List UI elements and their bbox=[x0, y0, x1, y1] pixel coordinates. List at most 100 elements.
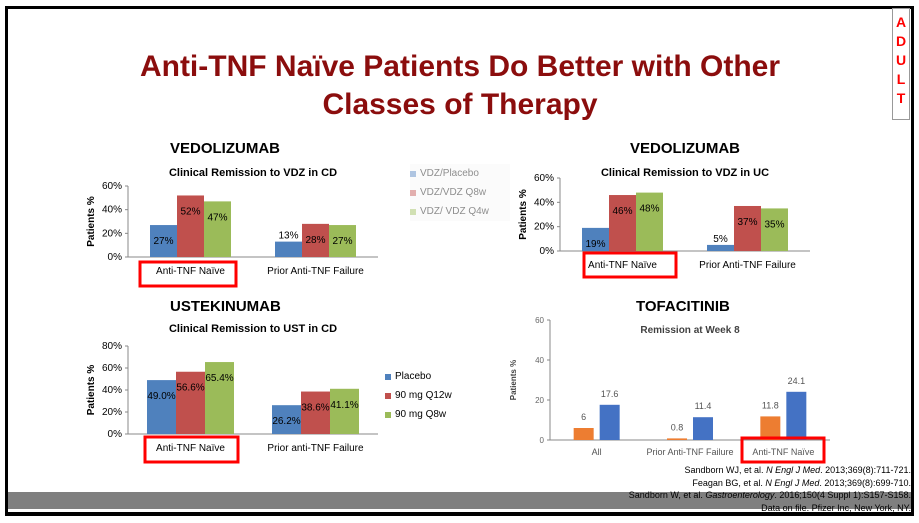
data-label: 52% bbox=[180, 206, 200, 217]
bar bbox=[786, 391, 807, 440]
legend-item: VDZ/ VDZ Q4w bbox=[410, 202, 510, 221]
highlight-box bbox=[740, 436, 826, 464]
data-label: 24.1 bbox=[788, 376, 806, 386]
bar bbox=[734, 205, 761, 251]
chart-title: Clinical Remission to VDZ in CD bbox=[169, 167, 337, 179]
bar bbox=[693, 417, 713, 440]
legend-label: VDZ/Placebo bbox=[420, 168, 479, 179]
reference-line: Feagan BG, et al. N Engl J Med. 2013;369… bbox=[629, 477, 911, 490]
reference-line: Sandborn W, et al. Gastroenterology. 201… bbox=[629, 489, 911, 502]
y-tick-label: 60% bbox=[534, 173, 554, 184]
data-label: 49.0% bbox=[147, 391, 175, 402]
bar bbox=[205, 362, 234, 434]
data-label: 38.6% bbox=[301, 403, 329, 414]
bar bbox=[329, 225, 356, 257]
data-label: 47% bbox=[207, 212, 227, 223]
legend-item: 90 mg Q12w bbox=[385, 386, 452, 405]
bar bbox=[272, 405, 301, 434]
side-letter: D bbox=[895, 33, 907, 49]
data-label: 28% bbox=[305, 235, 325, 246]
drug-heading-ust: USTEKINUMAB bbox=[170, 298, 281, 315]
data-label: 6 bbox=[581, 412, 586, 422]
x-category-label: All bbox=[592, 447, 602, 457]
legend-vdz: VDZ/Placebo VDZ/VDZ Q8w VDZ/ VDZ Q4w bbox=[410, 164, 510, 221]
data-label: 37% bbox=[737, 217, 757, 228]
x-category-label: Prior anti-TNF Failure bbox=[267, 443, 364, 454]
bar bbox=[582, 227, 609, 251]
y-tick-label: 20% bbox=[102, 407, 122, 418]
highlight-box bbox=[143, 435, 240, 464]
y-tick-label: 60% bbox=[102, 181, 122, 192]
y-tick-label: 0 bbox=[540, 436, 545, 445]
y-tick-label: 40% bbox=[102, 205, 122, 216]
legend-swatch bbox=[385, 411, 391, 418]
y-tick-label: 60 bbox=[535, 316, 544, 325]
references: Sandborn WJ, et al. N Engl J Med. 2013;3… bbox=[629, 464, 911, 514]
x-category-label: Prior Anti-TNF Failure bbox=[267, 266, 364, 277]
ref-text: Sandborn WJ, et al. bbox=[684, 465, 767, 475]
legend-item: 90 mg Q8w bbox=[385, 405, 452, 424]
chart-title: Clinical Remission to VDZ in UC bbox=[601, 167, 769, 179]
y-tick-label: 20 bbox=[535, 396, 544, 405]
data-label: 13% bbox=[278, 231, 298, 242]
chart-title: Clinical Remission to UST in CD bbox=[169, 323, 337, 335]
drug-heading-tofa: TOFACITINIB bbox=[636, 298, 730, 315]
ref-text: Feagan BG, et al. bbox=[692, 477, 766, 488]
x-category-label: Anti-TNF Naïve bbox=[156, 266, 225, 277]
bar bbox=[636, 192, 663, 251]
bar bbox=[177, 195, 204, 257]
legend-swatch bbox=[410, 170, 416, 177]
legend-swatch bbox=[385, 392, 391, 399]
footer-band bbox=[8, 492, 911, 509]
legend-item: VDZ/Placebo bbox=[410, 164, 510, 183]
bar bbox=[150, 225, 177, 257]
legend-swatch bbox=[410, 208, 416, 215]
drug-heading-vdz-cd: VEDOLIZUMAB bbox=[170, 140, 280, 157]
legend-label: 90 mg Q8w bbox=[395, 409, 447, 420]
slide-title: Anti-TNF Naïve Patients Do Better with O… bbox=[60, 48, 860, 124]
ref-text: . 2013;369(8):711-721. bbox=[820, 465, 911, 475]
data-label: 19% bbox=[585, 239, 605, 250]
side-letter: A bbox=[895, 14, 907, 30]
bar bbox=[760, 416, 781, 440]
data-label: 27% bbox=[153, 236, 173, 247]
ref-journal: Gastroenterology bbox=[705, 490, 775, 500]
x-category-label: Anti-TNF Naïve bbox=[752, 447, 814, 457]
bar bbox=[573, 428, 594, 440]
y-axis-label: Patients % bbox=[86, 196, 97, 247]
data-label: 11.8 bbox=[762, 400, 779, 410]
legend-ust: Placebo 90 mg Q12w 90 mg Q8w bbox=[385, 367, 452, 424]
legend-label: Placebo bbox=[395, 371, 432, 382]
y-tick-label: 20% bbox=[534, 222, 554, 233]
y-axis-label: Patients % bbox=[518, 189, 529, 240]
data-label: 46% bbox=[612, 206, 632, 217]
adult-side-label: A D U L T bbox=[892, 8, 910, 120]
y-axis-label: Patients % bbox=[86, 365, 97, 416]
x-category-label: Anti-TNF Naïve bbox=[588, 260, 657, 271]
data-label: 48% bbox=[639, 204, 659, 215]
legend-label: VDZ/ VDZ Q4w bbox=[420, 206, 489, 217]
bar bbox=[176, 371, 205, 434]
legend-label: VDZ/VDZ Q8w bbox=[420, 187, 487, 198]
bar bbox=[707, 244, 734, 251]
bar bbox=[667, 438, 687, 440]
data-label: 11.4 bbox=[695, 401, 712, 411]
ref-text: Sandborn W, et al. bbox=[628, 490, 706, 500]
legend-item: Placebo bbox=[385, 367, 452, 386]
title-line-1: Anti-TNF Naïve Patients Do Better with O… bbox=[139, 50, 781, 83]
title-line-2: Classes of Therapy bbox=[322, 88, 598, 121]
y-tick-label: 40% bbox=[534, 197, 554, 208]
bar bbox=[609, 195, 636, 251]
data-label: 17.6 bbox=[601, 389, 619, 399]
legend-label: 90 mg Q12w bbox=[395, 390, 452, 401]
data-label: 65.4% bbox=[205, 373, 233, 384]
y-tick-label: 20% bbox=[102, 228, 122, 239]
ref-text: . 2013;369(8):699-710. bbox=[819, 477, 911, 488]
bar bbox=[330, 388, 359, 434]
bar bbox=[301, 391, 330, 434]
ref-journal: N Engl J Med bbox=[765, 477, 820, 488]
chart-title: Remission at Week 8 bbox=[640, 325, 740, 336]
legend-item: VDZ/VDZ Q8w bbox=[410, 183, 510, 202]
legend-swatch bbox=[385, 373, 391, 380]
